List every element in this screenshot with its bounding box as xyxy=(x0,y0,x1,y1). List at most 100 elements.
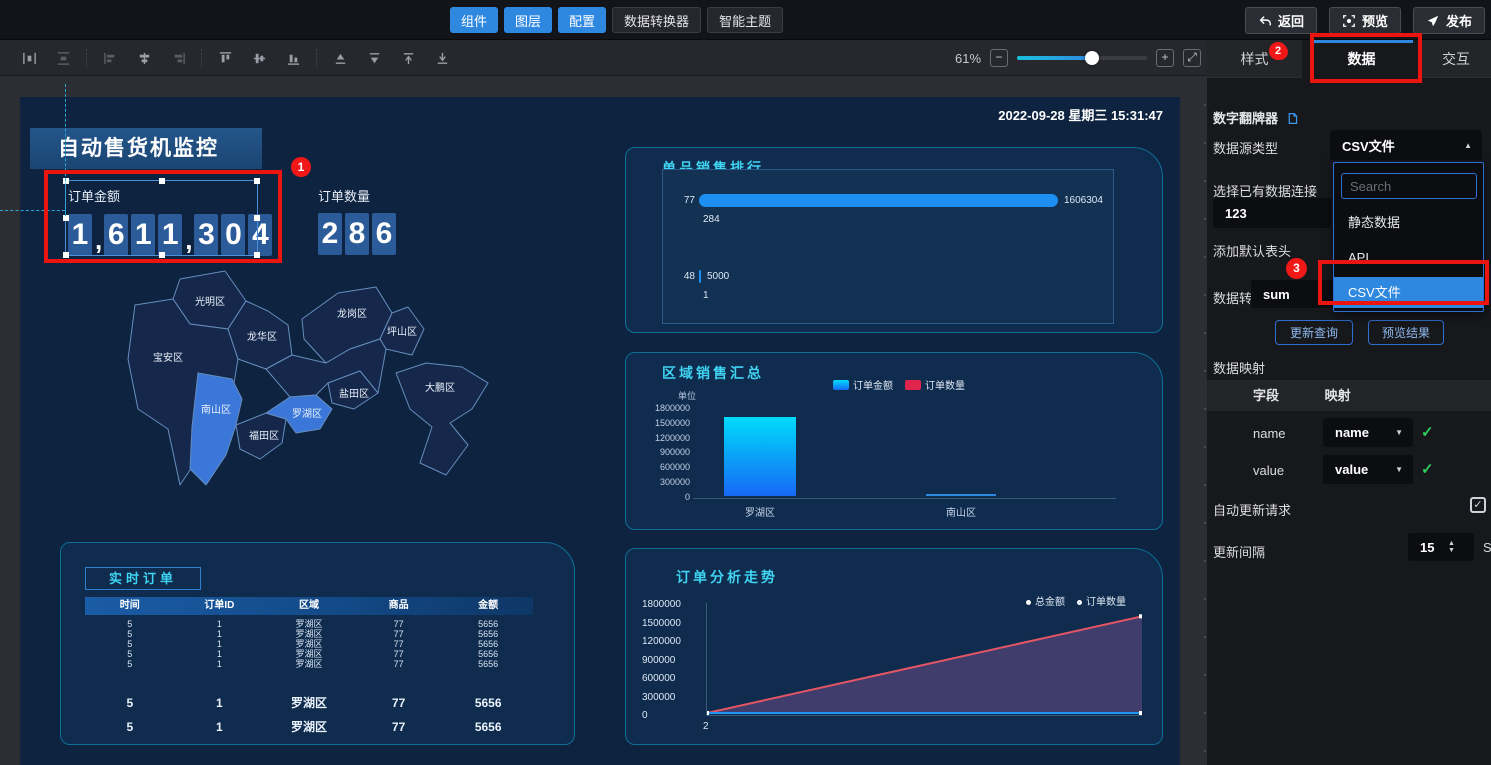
stepper-icons[interactable]: ▲ ▼ xyxy=(1448,540,1455,554)
resize-handle[interactable] xyxy=(254,215,260,221)
update-query-button[interactable]: 更新查询 xyxy=(1275,320,1353,345)
table-cell: 5 xyxy=(127,649,133,659)
legend-item: 订单金额 xyxy=(833,377,893,392)
table-cell: 罗湖区 xyxy=(290,720,327,734)
back-button[interactable]: 返回 xyxy=(1244,7,1317,34)
district-label: 光明区 xyxy=(195,295,225,308)
table-row: 5 1 罗湖区 77 5656 xyxy=(85,619,533,629)
interval-unit: S xyxy=(1483,540,1491,555)
mode-button[interactable]: 智能主题 xyxy=(707,7,784,33)
component-title: 数字翻牌器 xyxy=(1213,108,1299,128)
flip-digit: 6 xyxy=(104,213,129,256)
dropdown-option[interactable]: API xyxy=(1348,250,1369,265)
resize-handle[interactable] xyxy=(63,215,69,221)
flip-digit: 1 xyxy=(68,213,92,256)
annotation-badge-1: 1 xyxy=(291,157,311,177)
resize-handle[interactable] xyxy=(158,252,165,258)
district-label: 龙华区 xyxy=(247,330,277,343)
zoom-out-button[interactable]: − xyxy=(990,49,1009,67)
right-panel: 样式2 数据 交互 数字翻牌器 数据源类型 CSV文件 ▲ 选择已有数据连接 1… xyxy=(1207,40,1491,765)
bring-to-front-icon[interactable]: .f{fill:#9b9ea6;stroke:none} xyxy=(391,46,425,70)
align-left-icon[interactable]: .f{fill:#9b9ea6;stroke:none} xyxy=(93,46,127,70)
table-cell: 5656 xyxy=(478,629,499,639)
y-tick-label: 300000 xyxy=(642,691,676,703)
table-header-cell: 区域 xyxy=(298,600,319,611)
mode-button[interactable]: 组件 xyxy=(450,7,499,33)
table-cell: 5656 xyxy=(478,619,499,629)
legend-swatch xyxy=(905,380,921,390)
mapping-field-name: name xyxy=(1253,426,1286,441)
table-cell: 5656 xyxy=(478,649,499,659)
datasource-select[interactable]: CSV文件 ▲ xyxy=(1330,130,1482,160)
preview-button[interactable]: 预览 xyxy=(1328,7,1401,34)
table-row: 5 1 罗湖区 77 5656 xyxy=(85,715,533,739)
transformer-select[interactable]: sum xyxy=(1251,280,1339,308)
table-cell: 5656 xyxy=(478,639,499,649)
align-middle-icon[interactable]: .f{fill:#9b9ea6;stroke:none} xyxy=(242,46,276,70)
mapping-select-name[interactable]: name ▼ xyxy=(1323,418,1413,447)
resize-handle[interactable] xyxy=(254,252,260,258)
district-label: 宝安区 xyxy=(153,351,183,364)
table-cell: 77 xyxy=(393,639,404,649)
table-cell: 5 xyxy=(127,629,133,639)
lower-layer-icon[interactable]: .f{fill:#9b9ea6;stroke:none} xyxy=(357,46,391,70)
table-row: 5 1 罗湖区 77 5656 xyxy=(85,691,533,715)
resize-handle[interactable] xyxy=(63,178,69,184)
dropdown-search-input[interactable] xyxy=(1341,173,1477,199)
district-shape xyxy=(265,394,333,434)
y-axis-line xyxy=(706,603,707,715)
fit-screen-button[interactable]: ⤢ xyxy=(1183,49,1202,67)
region-bar xyxy=(724,416,796,496)
caret-down-icon: ▼ xyxy=(1395,465,1403,474)
annotation-badge-3: 3 xyxy=(1286,258,1307,279)
resize-handle[interactable] xyxy=(254,178,260,184)
zoom-slider[interactable] xyxy=(1017,51,1148,65)
align-bottom-icon[interactable]: .f{fill:#9b9ea6;stroke:none} xyxy=(276,46,310,70)
resize-handle[interactable] xyxy=(63,252,69,258)
dropdown-option[interactable]: CSV文件 xyxy=(1334,277,1483,308)
zoom-slider-thumb[interactable] xyxy=(1085,51,1100,65)
mapping-select-value[interactable]: value ▼ xyxy=(1323,455,1413,484)
distribute-vertical-icon[interactable]: .f{fill:#9b9ea6;stroke:none} xyxy=(46,46,80,70)
distribute-horizontal-icon[interactable]: .f{fill:#9b9ea6;stroke:none} xyxy=(12,46,46,70)
selection-box[interactable] xyxy=(63,178,260,258)
caret-up-icon: ▲ xyxy=(1464,140,1472,150)
panel-region-summary: 区域销售汇总 订单金额 订单数量 单位 1800000 1500000 120000… xyxy=(625,352,1163,530)
zoom-in-button[interactable]: + xyxy=(1156,49,1175,67)
align-top-icon[interactable]: .f{fill:#9b9ea6;stroke:none} xyxy=(208,46,242,70)
dashboard-canvas[interactable]: 2022-09-28 星期三 15:31:47 自动售货机监控 订单金额 1,6… xyxy=(20,97,1180,765)
dropdown-option[interactable]: 静态数据 xyxy=(1348,215,1401,230)
mapping-valid-check-icon: ✓ xyxy=(1421,424,1434,441)
mode-button[interactable]: 配置 xyxy=(558,7,607,33)
align-center-horizontal-icon[interactable]: .f{fill:#9b9ea6;stroke:none} xyxy=(127,46,161,70)
table-row: 5 1 罗湖区 77 5656 xyxy=(85,649,533,659)
interval-input[interactable] xyxy=(1408,539,1444,555)
annotation-badge-2: 2 xyxy=(1269,42,1287,60)
district-label: 罗湖区 xyxy=(292,408,322,420)
resize-handle[interactable] xyxy=(158,178,165,184)
connection-label: 选择已有数据连接 xyxy=(1213,184,1318,199)
alignment-icons: .f{fill:#9b9ea6;stroke:none}.f{fill:#9b9… xyxy=(12,40,459,76)
preview-result-button[interactable]: 预览结果 xyxy=(1368,320,1444,345)
table-cell: 1 xyxy=(216,720,223,734)
axis-unit-label: 单位 xyxy=(678,391,697,401)
chart-legend: 总金额 订单数量 xyxy=(1026,593,1126,608)
tab-data[interactable]: 数据 xyxy=(1302,40,1421,78)
auto-update-checkbox[interactable]: ✓ xyxy=(1470,497,1486,513)
tab-interaction[interactable]: 交互 xyxy=(1442,51,1470,67)
align-right-icon[interactable]: .f{fill:#9b9ea6;stroke:none} xyxy=(161,46,195,70)
publish-button[interactable]: 发布 xyxy=(1412,7,1485,34)
mode-button[interactable]: 数据转换器 xyxy=(612,7,702,33)
table-cell: 罗湖区 xyxy=(295,629,323,639)
raise-layer-icon[interactable]: .f{fill:#9b9ea6;stroke:none} xyxy=(323,46,357,70)
flip-digit: 3 xyxy=(194,213,219,256)
connection-select[interactable]: 123 xyxy=(1213,198,1331,228)
table-row: 5 1 罗湖区 77 5656 xyxy=(85,629,533,639)
tab-style[interactable]: 样式2 xyxy=(1207,40,1302,78)
flip-digit: 1 xyxy=(131,213,156,256)
send-to-back-icon[interactable]: .f{fill:#9b9ea6;stroke:none} xyxy=(425,46,459,70)
mode-button[interactable]: 图层 xyxy=(504,7,553,33)
